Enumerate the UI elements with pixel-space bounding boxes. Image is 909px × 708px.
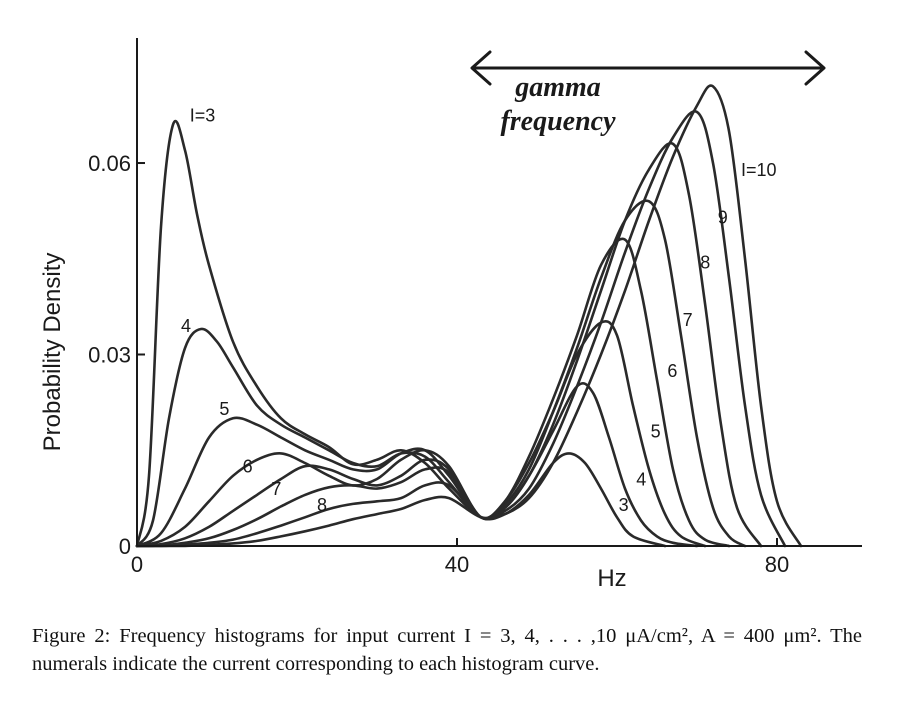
y-tick-label: 0 bbox=[119, 534, 131, 559]
x-axis-title: Hz bbox=[597, 565, 626, 592]
curve-label: 3 bbox=[619, 495, 629, 515]
gamma-label-line1: gamma bbox=[514, 72, 601, 103]
curve-label: 7 bbox=[271, 479, 281, 499]
curve-i-4 bbox=[135, 327, 699, 548]
gamma-band-arrow bbox=[470, 50, 826, 86]
x-tick-label: 0 bbox=[131, 552, 143, 577]
y-axis-title: Probability Density bbox=[39, 253, 66, 452]
gamma-frequency-annotation: gamma frequency bbox=[470, 50, 826, 137]
x-tick-label: 40 bbox=[445, 552, 469, 577]
y-tick-label: 0.06 bbox=[88, 151, 131, 176]
y-tick-label: 0.03 bbox=[88, 343, 131, 368]
gamma-label-line2: frequency bbox=[500, 106, 616, 137]
chart: I=3 4 5 6 7 8 I=10 9 8 7 6 5 4 3 0 40 80 0 0.03 0.06 Hz Pr… bbox=[39, 38, 862, 592]
curve-i-7 bbox=[135, 199, 747, 548]
curve-label: 8 bbox=[700, 252, 710, 272]
curve-label: 7 bbox=[683, 310, 693, 330]
x-tick-label: 80 bbox=[765, 552, 789, 577]
curve-label: 6 bbox=[243, 457, 253, 477]
figure-caption: Figure 2: Frequency histograms for input… bbox=[32, 625, 862, 675]
curve-i-6 bbox=[135, 237, 731, 548]
curve-label: 4 bbox=[181, 316, 191, 336]
curve-label: 5 bbox=[219, 399, 229, 419]
curve-label: I=10 bbox=[741, 160, 777, 180]
curve-label: 6 bbox=[667, 361, 677, 381]
tick-group: 0 40 80 0 0.03 0.06 bbox=[88, 151, 789, 577]
curve-label: 5 bbox=[651, 421, 661, 441]
curve-group bbox=[135, 84, 803, 548]
curve-i-10 bbox=[135, 84, 803, 548]
curve-label: 8 bbox=[317, 495, 327, 515]
curve-label: 9 bbox=[718, 208, 728, 228]
curve-label: 4 bbox=[636, 469, 646, 489]
curve-label: I=3 bbox=[190, 106, 216, 126]
curve-i-5 bbox=[135, 320, 707, 548]
